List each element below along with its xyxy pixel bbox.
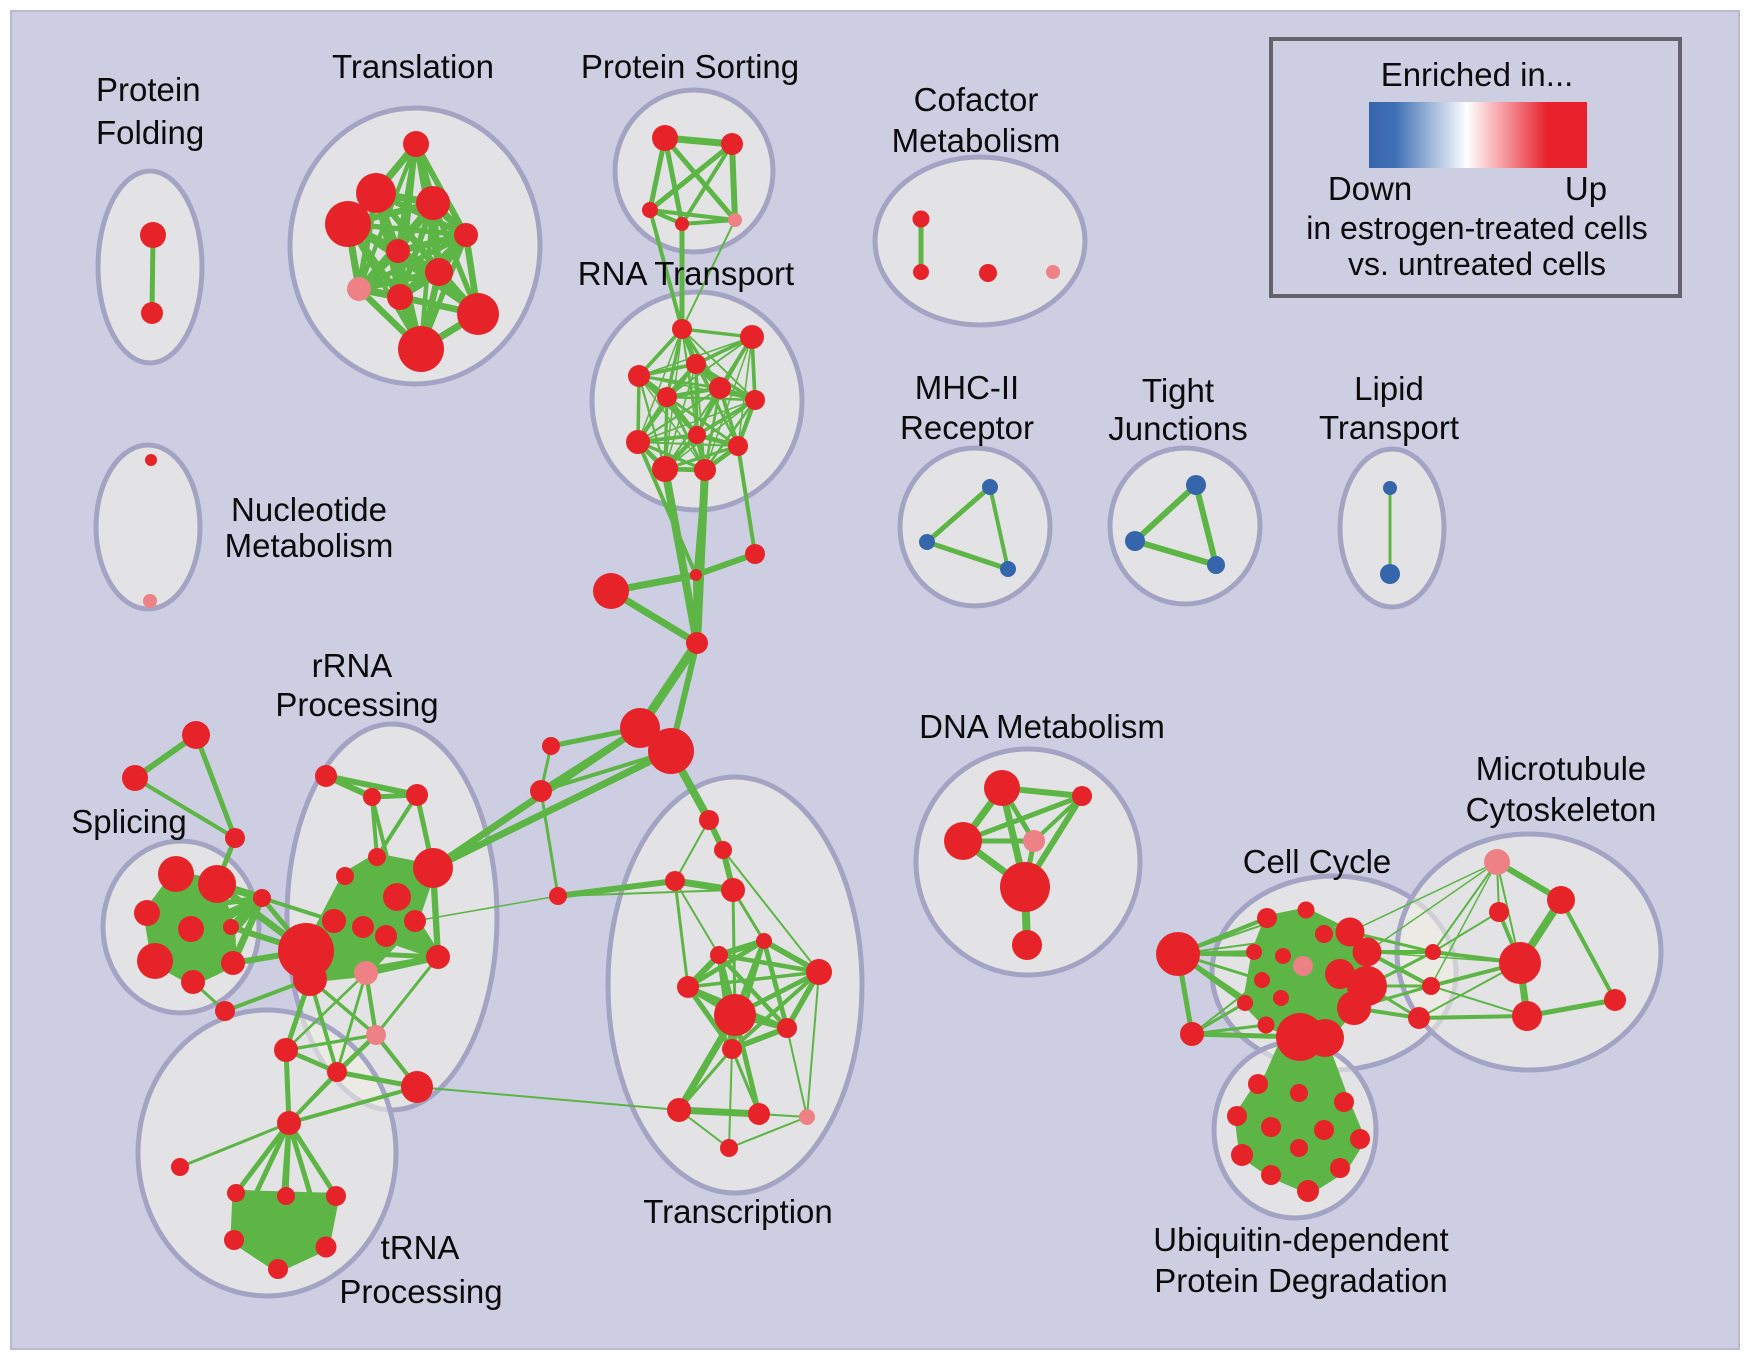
svg-text:Lipid: Lipid	[1354, 370, 1424, 407]
svg-text:Up: Up	[1565, 170, 1607, 207]
svg-text:Cofactor: Cofactor	[914, 81, 1039, 118]
svg-text:Receptor: Receptor	[900, 409, 1034, 446]
svg-text:Down: Down	[1328, 170, 1412, 207]
svg-text:Splicing: Splicing	[71, 803, 187, 840]
svg-text:in estrogen-treated cells: in estrogen-treated cells	[1306, 210, 1648, 246]
svg-text:DNA Metabolism: DNA Metabolism	[919, 708, 1165, 745]
svg-text:Protein Sorting: Protein Sorting	[581, 48, 799, 85]
svg-text:Processing: Processing	[339, 1273, 502, 1310]
svg-text:Folding: Folding	[96, 114, 204, 151]
svg-text:Microtubule: Microtubule	[1476, 750, 1647, 787]
svg-text:vs. untreated cells: vs. untreated cells	[1348, 246, 1606, 282]
svg-text:RNA Transport: RNA Transport	[578, 255, 794, 292]
svg-text:Metabolism: Metabolism	[892, 122, 1061, 159]
svg-text:Protein: Protein	[96, 71, 201, 108]
svg-text:Cytoskeleton: Cytoskeleton	[1466, 791, 1657, 828]
svg-text:Translation: Translation	[332, 48, 494, 85]
svg-text:Ubiquitin-dependent: Ubiquitin-dependent	[1153, 1221, 1448, 1258]
svg-text:tRNA: tRNA	[381, 1229, 460, 1266]
svg-text:Protein Degradation: Protein Degradation	[1154, 1262, 1448, 1299]
svg-text:Nucleotide: Nucleotide	[231, 491, 387, 528]
svg-text:rRNA: rRNA	[312, 647, 393, 684]
svg-text:Metabolism: Metabolism	[225, 527, 394, 564]
svg-text:Enriched in...: Enriched in...	[1381, 56, 1574, 93]
svg-text:MHC-II: MHC-II	[915, 369, 1019, 406]
svg-text:Junctions: Junctions	[1108, 410, 1247, 447]
svg-text:Cell Cycle: Cell Cycle	[1243, 843, 1392, 880]
svg-text:Tight: Tight	[1142, 372, 1214, 409]
svg-text:Transport: Transport	[1319, 409, 1459, 446]
svg-text:Transcription: Transcription	[643, 1193, 833, 1230]
svg-text:Processing: Processing	[275, 686, 438, 723]
